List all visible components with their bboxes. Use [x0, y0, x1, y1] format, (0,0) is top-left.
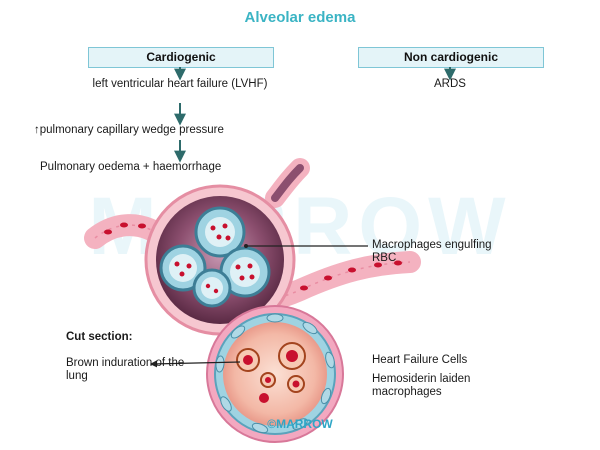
diagram-title: Alveolar edema: [244, 9, 356, 26]
macrophage: [219, 246, 271, 298]
cardiogenic-box: Cardiogenic: [88, 47, 274, 68]
macrophage: [159, 244, 207, 292]
cut-section-disc: [206, 305, 344, 443]
brown-induration-arrow: [149, 360, 241, 368]
cardiogenic-step-oedema: Pulmonary oedema + haemorrhage: [40, 161, 222, 173]
hemosiderin-macrophages: [236, 342, 306, 403]
macrophage: [192, 268, 232, 308]
hemosiderin-label: Hemosiderin laiden macrophages: [372, 373, 471, 398]
heart-failure-cells-label: Heart Failure Cells: [372, 354, 468, 366]
footer-copyright: ©MARROW: [267, 417, 333, 431]
macrophages-label: Macrophages engulfing RBC: [372, 239, 492, 264]
non-cardiogenic-box: Non cardiogenic: [358, 47, 544, 68]
non-cardiogenic-step-ards: ARDS: [434, 78, 466, 90]
macrophage-cluster: [159, 206, 271, 308]
macrophage: [194, 206, 246, 258]
cardiogenic-step-pcwp: ↑pulmonary capillary wedge pressure: [34, 124, 224, 136]
brown-induration-label: Brown induration of the lung: [66, 357, 185, 382]
cardiogenic-step-lvhf: left ventricular heart failure (LVHF): [92, 78, 268, 90]
cut-section-heading: Cut section:: [66, 331, 133, 343]
